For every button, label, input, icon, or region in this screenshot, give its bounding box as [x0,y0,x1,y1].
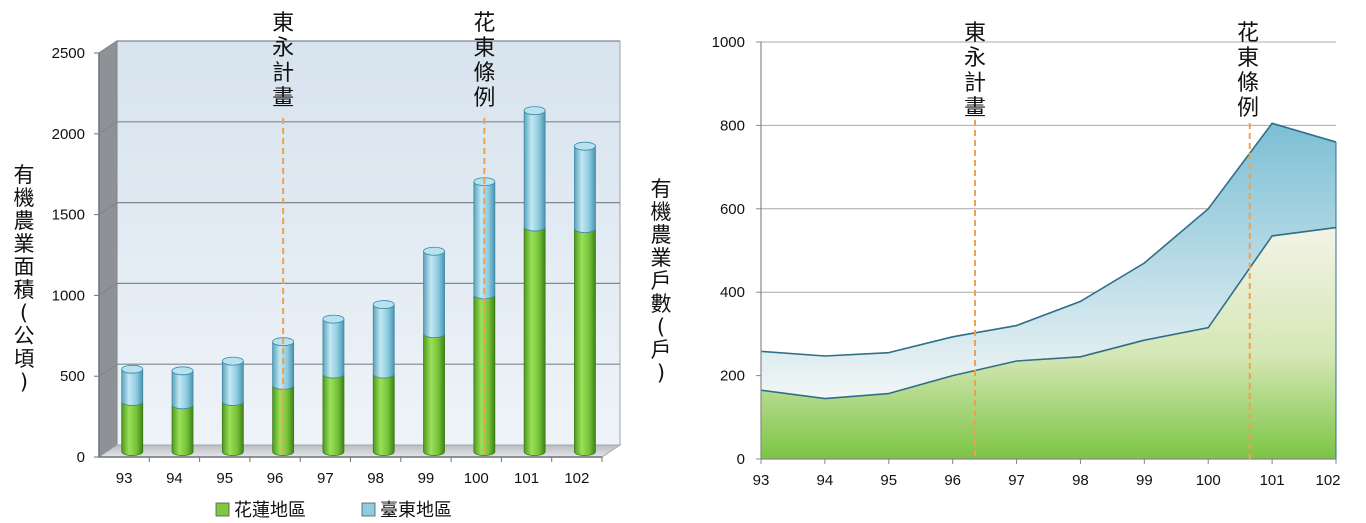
right-area-chart: 93 94 95 96 97 98 99 100 101 102 0 200 400 600 800 100… [651,21,1341,489]
bar-hualien-97 [322,373,345,456]
x-tick-label: 99 [418,470,435,487]
x-tick-label: 93 [753,472,770,489]
gridline [98,202,620,216]
x-tick-label: 100 [1196,472,1221,489]
bar-hualien-99 [423,333,445,456]
bar-hualien-102 [574,228,596,456]
bar-top-cap-99 [423,246,445,256]
x-tick-label: 100 [464,470,489,487]
annotation-0: 東永計畫 [964,21,986,459]
legend-swatch [361,502,376,517]
gridline [98,121,620,135]
legend-label: 臺東地區 [380,500,452,521]
y-axis-label: 有機農業戶數(戶) [651,177,672,385]
annotation-label: 花東條例 [473,11,495,111]
gridline [98,40,620,54]
bar-hualien-93 [121,401,144,456]
bar-hualien-94 [171,404,194,456]
x-tick-label: 94 [817,472,834,489]
bar-stack-96 [272,337,295,456]
x-tick-label: 96 [944,472,961,489]
legend-swatch [215,502,230,517]
annotation-label: 花東條例 [1237,21,1259,121]
annotation-label: 東永計畫 [964,21,986,121]
bar-stack-99 [423,246,445,456]
y-axis-label: 有機農業面積(公頃) [14,163,35,394]
lower-boundary-line [760,226,1337,400]
bar-taitung-102 [574,146,596,233]
bar-hualien-95 [221,401,244,456]
bar-stack-101 [523,106,546,456]
y-tick-label: 0 [77,449,85,466]
y-tick-label: 400 [720,284,745,301]
left-bar-chart: 93 94 95 96 97 98 99 100 101 102 0 500 1000 1500 2000… [14,11,622,521]
y-tick-label: 200 [720,368,745,385]
bar-taitung-101 [523,110,546,232]
bar-stack-95 [221,356,244,456]
y-tick-label: 1000 [52,287,85,304]
bar-hualien-98 [372,373,395,456]
y-tick-label: 2500 [52,45,85,62]
bar-stack-97 [322,314,345,456]
bar-stack-93 [121,364,144,456]
x-tick-label: 94 [166,470,183,487]
bar-top-cap-97 [322,314,345,324]
x-tick-label: 97 [317,470,334,487]
legend-item-0: 花蓮地區 [215,500,306,521]
annotation-1: 花東條例 [473,11,495,457]
x-tick-label: 98 [1072,472,1089,489]
y-tick-label: 2000 [52,126,85,143]
y-tick-label: 800 [720,117,745,134]
y-tick-label: 500 [60,368,85,385]
x-tick-label: 97 [1008,472,1025,489]
bar-stack-102 [574,141,596,456]
y-tick-label: 1000 [712,34,745,51]
annotation-0: 東永計畫 [272,11,294,457]
x-tick-label: 96 [267,470,284,487]
x-tick-label: 102 [1315,472,1340,489]
annotation-label: 東永計畫 [272,11,294,111]
y-tick-label: 0 [737,451,745,468]
y-tick-label: 600 [720,201,745,218]
annotation-1: 花東條例 [1237,21,1259,459]
x-tick-label: 98 [367,470,384,487]
bar-top-cap-102 [574,141,596,151]
y-tick-label: 1500 [52,207,85,224]
bar-stack-98 [372,300,395,456]
x-tick-label: 95 [216,470,233,487]
bar-taitung-97 [322,318,345,379]
bar-top-cap-94 [171,366,194,376]
legend-label: 花蓮地區 [234,500,306,521]
x-tick-label: 93 [116,470,133,487]
bar-taitung-93 [121,369,144,406]
bar-stack-94 [171,366,194,456]
x-tick-label: 102 [564,470,589,487]
side-wall [98,40,118,458]
x-tick-label: 99 [1136,472,1153,489]
bar-taitung-99 [423,251,445,339]
x-tick-label: 101 [514,470,539,487]
x-tick-label: 101 [1260,472,1285,489]
gridline [98,363,620,377]
bar-top-cap-95 [221,356,244,366]
bar-top-cap-93 [121,364,144,374]
bar-taitung-94 [171,370,194,410]
bar-taitung-98 [372,304,395,379]
bar-top-cap-98 [372,300,395,309]
upper-boundary-line [760,122,1337,357]
bar-top-cap-101 [523,106,546,116]
legend-item-1: 臺東地區 [361,500,452,521]
area-series-lower [761,227,1336,459]
area-series-upper [761,123,1336,399]
bar-taitung-95 [221,360,244,406]
bar-hualien-101 [523,226,546,456]
x-tick-label: 95 [880,472,897,489]
gridline [98,282,620,296]
